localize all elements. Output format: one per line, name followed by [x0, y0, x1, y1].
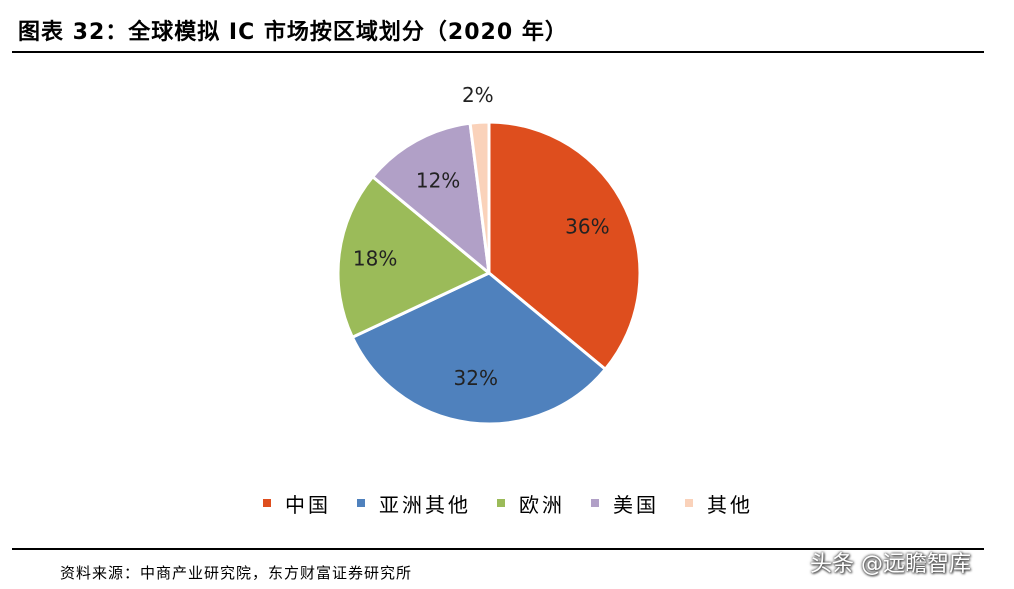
legend-item-5: 其他	[685, 489, 753, 518]
pie-slice-label-3: 18%	[353, 247, 397, 271]
source-note: 资料来源：中商产业研究院，东方财富证券研究所	[60, 564, 413, 582]
pie-slice-label-4: 12%	[416, 168, 460, 192]
pie-slice-label-1: 36%	[565, 215, 609, 239]
legend-swatch-4	[591, 499, 599, 507]
pie-slice-2	[350, 271, 607, 426]
legend-item-1: 中国	[263, 489, 331, 518]
watermark: 头条 @远瞻智库	[810, 552, 971, 577]
legend-item-3: 欧洲	[497, 489, 565, 518]
legend-swatch-2	[357, 499, 365, 507]
pie-slice-3	[336, 175, 491, 339]
legend-swatch-5	[685, 499, 693, 507]
page-title: 图表 32：全球模拟 IC 市场按区域划分（2020 年）	[18, 20, 568, 45]
legend-item-2: 亚洲其他	[357, 489, 471, 518]
legend-item-4: 美国	[591, 489, 659, 518]
pie-slice-4	[371, 121, 491, 275]
legend-label-5: 其他	[707, 492, 753, 517]
pie-slices	[336, 120, 642, 426]
legend-swatch-3	[497, 499, 505, 507]
legend-label-2: 亚洲其他	[379, 492, 471, 517]
title-divider	[12, 51, 984, 53]
pie-slice-1	[487, 120, 642, 371]
chart-legend: 中国 亚洲其他 欧洲 美国 其他	[263, 488, 753, 518]
pie-slice-label-2: 32%	[454, 366, 498, 390]
pie-slice-labels: 36% 32% 18% 12% 2%	[353, 83, 610, 390]
legend-label-4: 美国	[613, 492, 659, 517]
legend-swatch-1	[263, 499, 271, 507]
legend-label-1: 中国	[285, 492, 331, 517]
legend-label-3: 欧洲	[519, 492, 565, 517]
source-divider	[12, 548, 984, 550]
pie-slice-label-5: 2%	[462, 83, 494, 107]
pie-slice-5	[468, 120, 491, 275]
